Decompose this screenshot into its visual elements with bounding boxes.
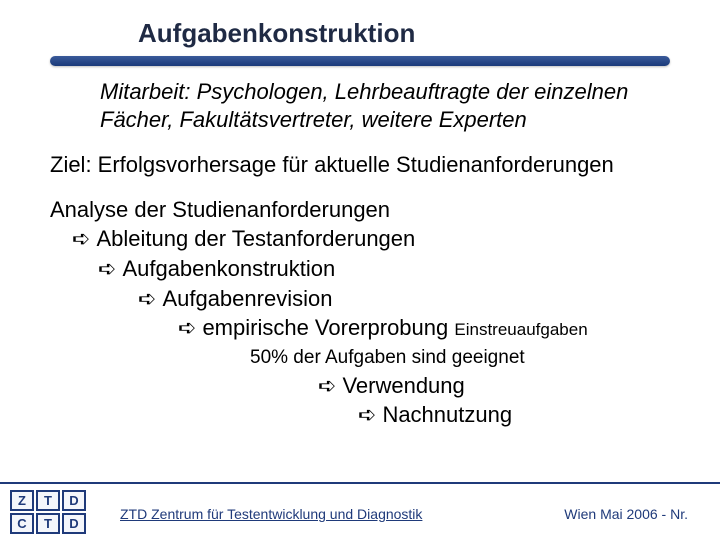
l6-text: Nachnutzung xyxy=(382,402,512,427)
slide-title: Aufgabenkonstruktion xyxy=(138,18,415,49)
ziel-text: Ziel: Erfolgsvorhersage für aktuelle Stu… xyxy=(50,151,690,179)
analyse-note: 50% der Aufgaben sind geeignet xyxy=(250,345,690,371)
l3-text: Aufgabenrevision xyxy=(162,286,332,311)
arrow-icon: ➪ xyxy=(358,400,376,430)
footer-divider xyxy=(0,482,720,484)
logo-cell: C xyxy=(10,513,34,534)
logo-cell: D xyxy=(62,490,86,511)
logo: Z T D C T D xyxy=(10,490,86,534)
analyse-l1: ➪Ableitung der Testanforderungen xyxy=(72,224,690,254)
logo-cell: Z xyxy=(10,490,34,511)
arrow-icon: ➪ xyxy=(72,224,90,254)
arrow-icon: ➪ xyxy=(138,284,156,314)
title-underline xyxy=(50,56,670,66)
l4a-text: empirische Vorerprobung xyxy=(202,315,448,340)
analyse-l5: ➪Verwendung xyxy=(318,371,690,401)
slide: Aufgabenkonstruktion Mitarbeit: Psycholo… xyxy=(0,0,720,540)
l2-text: Aufgabenkonstruktion xyxy=(122,256,335,281)
logo-cell: D xyxy=(62,513,86,534)
title-bar: Aufgabenkonstruktion xyxy=(0,18,720,70)
l1-text: Ableitung der Testanforderungen xyxy=(96,226,415,251)
arrow-icon: ➪ xyxy=(178,313,196,343)
analyse-root: Analyse der Studienanforderungen xyxy=(50,195,690,225)
analyse-l4: ➪empirische Vorerprobung Einstreuaufgabe… xyxy=(178,313,690,343)
footer: Z T D C T D ZTD Zentrum für Testentwickl… xyxy=(0,482,720,540)
analyse-l6: ➪Nachnutzung xyxy=(358,400,690,430)
logo-cell: T xyxy=(36,490,60,511)
arrow-icon: ➪ xyxy=(98,254,116,284)
l4b-text: Einstreuaufgaben xyxy=(454,320,587,339)
footer-right-text: Wien Mai 2006 - Nr. xyxy=(564,506,688,522)
content-area: Mitarbeit: Psychologen, Lehrbeauftragte … xyxy=(50,78,690,430)
mitarbeit-text: Mitarbeit: Psychologen, Lehrbeauftragte … xyxy=(100,78,690,133)
analyse-l3: ➪Aufgabenrevision xyxy=(138,284,690,314)
arrow-icon: ➪ xyxy=(318,371,336,401)
analyse-block: Analyse der Studienanforderungen ➪Ableit… xyxy=(50,195,690,430)
l5-text: Verwendung xyxy=(342,373,464,398)
footer-center-text: ZTD Zentrum für Testentwicklung und Diag… xyxy=(120,506,422,522)
logo-cell: T xyxy=(36,513,60,534)
analyse-l2: ➪Aufgabenkonstruktion xyxy=(98,254,690,284)
